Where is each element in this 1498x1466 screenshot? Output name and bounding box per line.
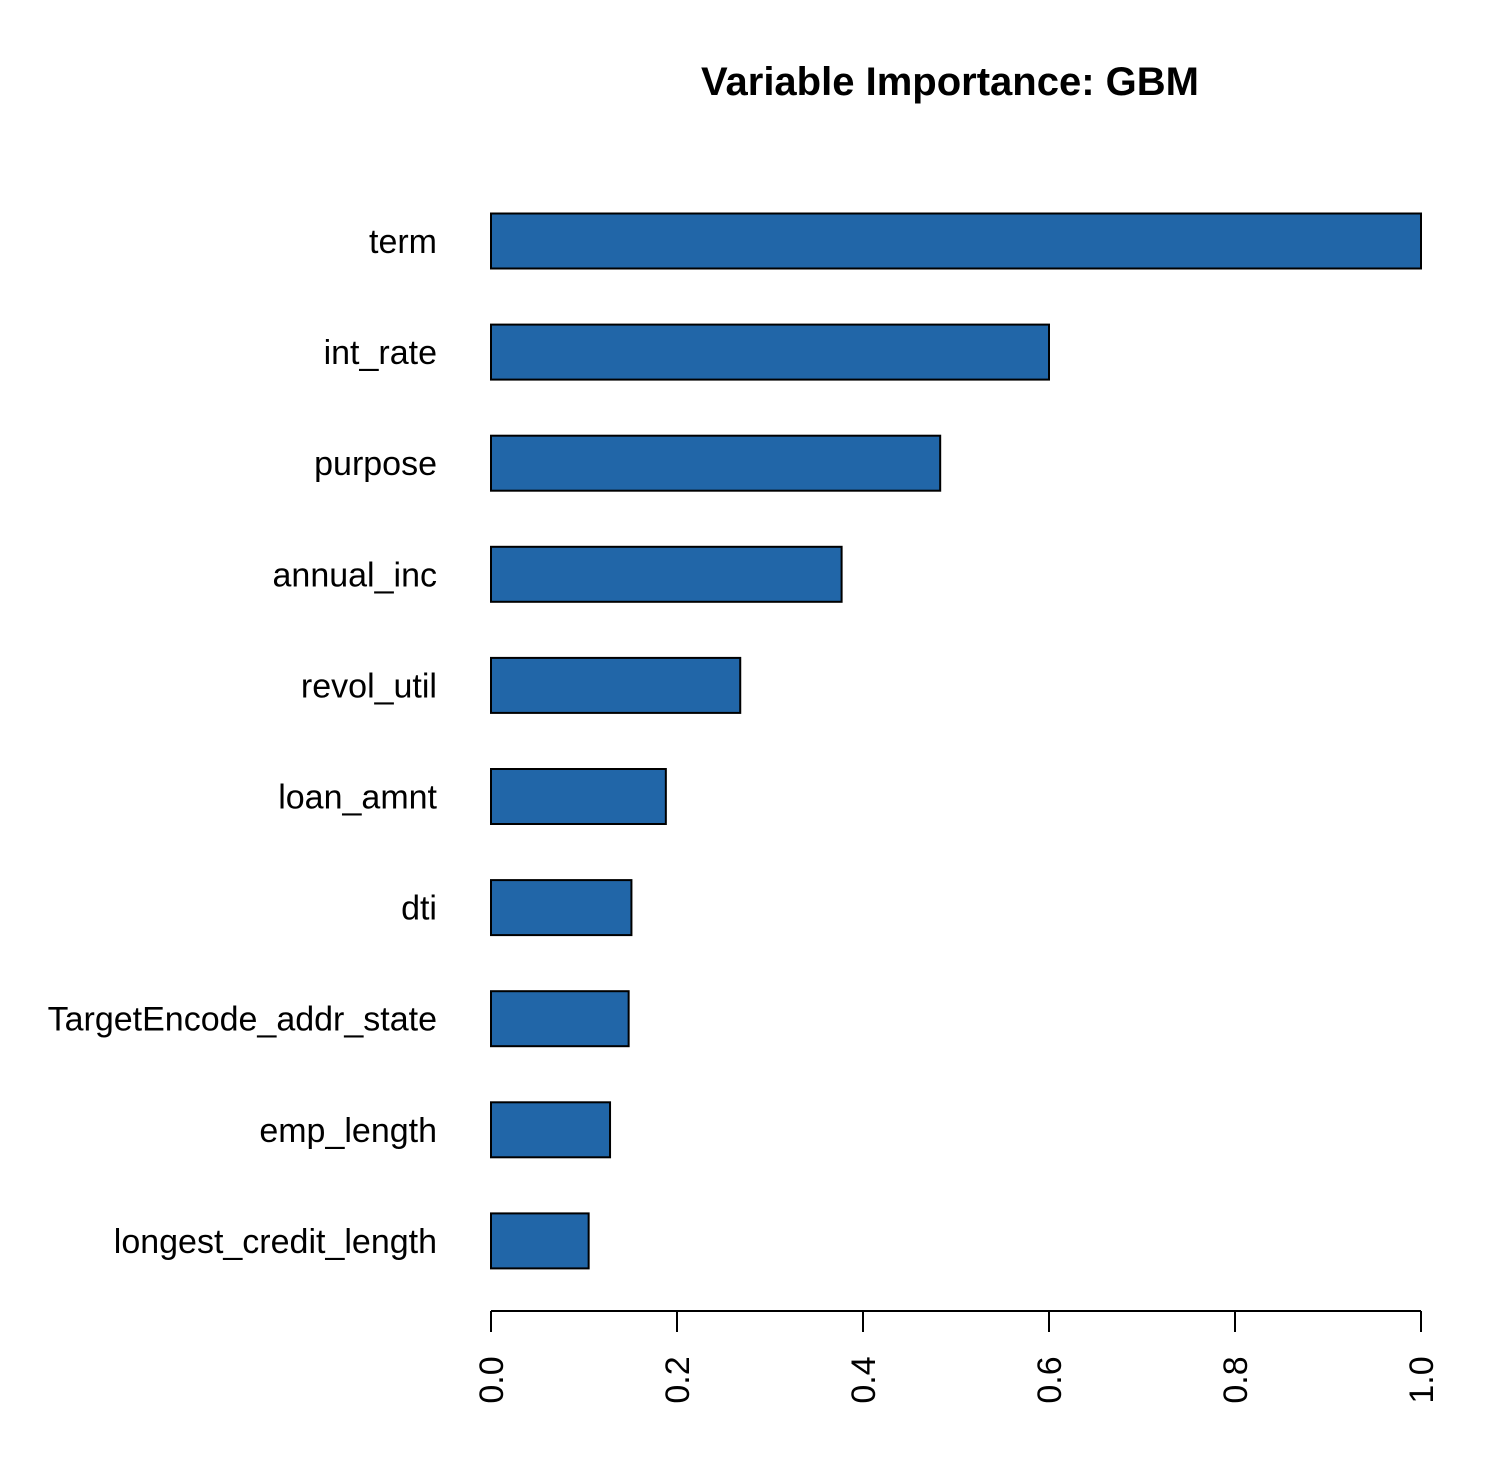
bar [490,545,843,603]
y-tick-label: dti [401,890,437,928]
y-tick-label: annual_inc [273,556,437,594]
bar [490,990,630,1048]
y-tick-label: term [369,223,437,261]
bar [490,656,742,714]
chart-title: Variable Importance: GBM [701,60,1199,104]
x-tick-label: 0.4 [845,1356,883,1403]
bar [490,212,1422,270]
y-tick-label: TargetEncode_addr_state [48,1001,437,1039]
y-tick-label: purpose [314,445,437,483]
bar [490,879,633,937]
x-tick-label: 0.0 [473,1356,511,1403]
bar [490,1212,590,1270]
x-tick-label: 0.2 [659,1356,697,1403]
y-tick-label: longest_credit_length [114,1223,437,1261]
bar [490,768,667,825]
bar [490,434,942,492]
y-tick-label: loan_amnt [278,779,437,817]
x-tick-label: 0.6 [1031,1356,1069,1403]
bar [490,323,1050,381]
y-tick-label: revol_util [301,667,437,705]
y-tick-label: int_rate [324,334,437,372]
y-tick-label: emp_length [259,1112,437,1150]
x-tick-label: 0.8 [1217,1356,1255,1403]
x-tick-label: 1.0 [1403,1356,1441,1403]
bar [490,1101,612,1159]
